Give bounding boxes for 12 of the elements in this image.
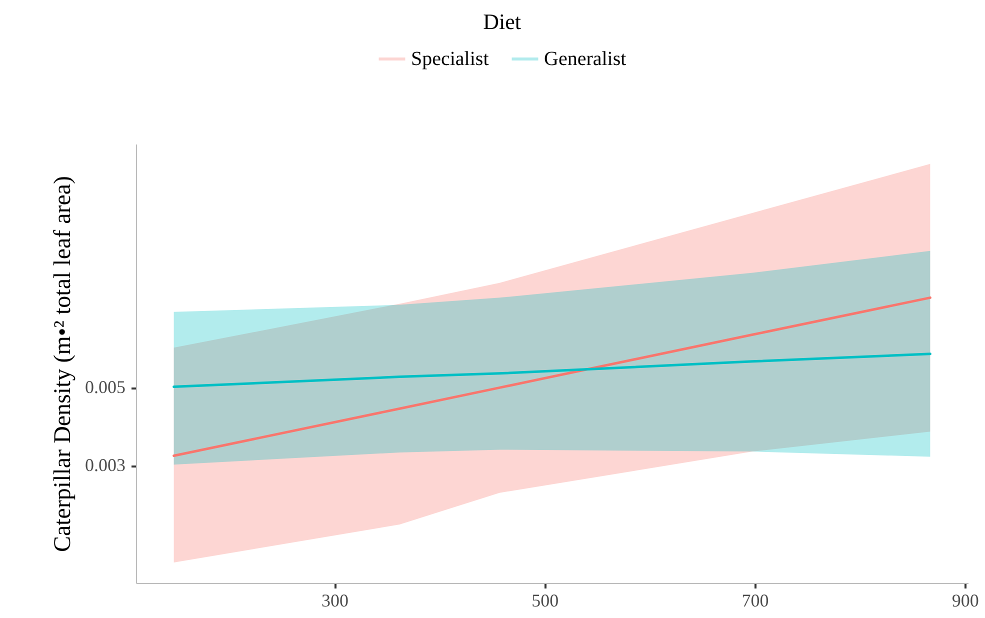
line-series <box>172 296 932 458</box>
line-series <box>172 352 932 388</box>
y-tick-label: 0.003 <box>85 455 126 476</box>
y-axis-title: Caterpillar Density (m•² total leaf area) <box>50 176 76 552</box>
legend-label: Specialist <box>411 48 490 70</box>
legend-title: Diet <box>483 9 521 34</box>
x-tick-label: 300 <box>322 590 349 610</box>
x-tick-label: 900 <box>952 590 979 610</box>
x-tick-label: 700 <box>742 590 769 610</box>
x-tick-label: 500 <box>532 590 559 610</box>
y-tick-label: 0.005 <box>85 377 126 398</box>
legend-label: Generalist <box>544 48 627 70</box>
